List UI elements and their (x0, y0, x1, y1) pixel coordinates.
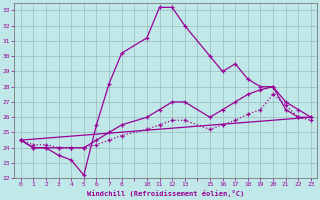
X-axis label: Windchill (Refroidissement éolien,°C): Windchill (Refroidissement éolien,°C) (87, 190, 244, 197)
